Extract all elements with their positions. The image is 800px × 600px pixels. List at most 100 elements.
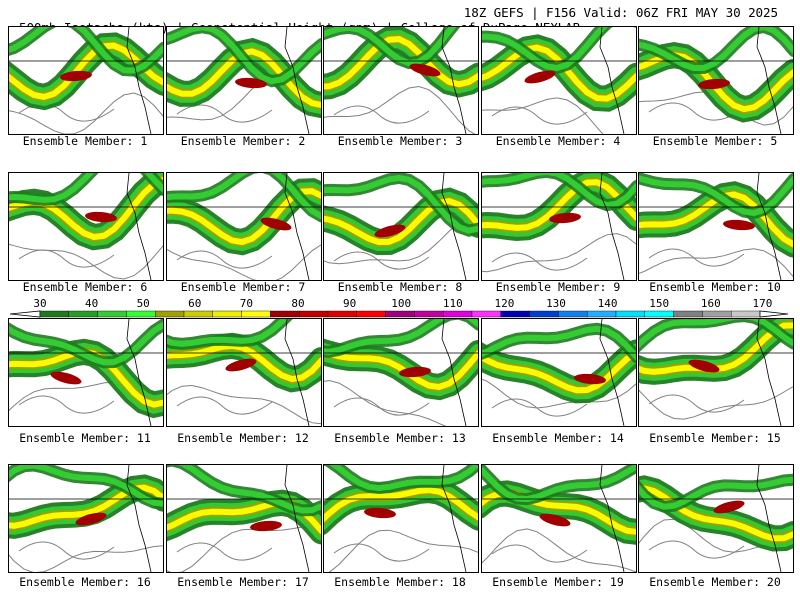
colorbar-swatch <box>39 310 69 318</box>
isotach-map-15 <box>639 319 793 426</box>
isotach-map-12 <box>167 319 321 426</box>
jet-max <box>688 359 720 373</box>
colorbar-swatch <box>97 310 127 318</box>
coastline <box>9 465 163 572</box>
ensemble-member-label: Ensemble Member: 3 <box>337 134 463 148</box>
colorbar-swatch <box>471 310 501 318</box>
isotach-band <box>167 27 321 88</box>
isotach-band <box>324 27 457 67</box>
coastline <box>167 173 321 280</box>
jet-max <box>524 70 556 84</box>
isotach-map-19 <box>482 465 636 572</box>
colorbar-swatch <box>615 310 645 318</box>
isotach-band <box>482 465 636 503</box>
ensemble-panel-17 <box>166 464 322 573</box>
height-contour <box>167 244 321 280</box>
ensemble-panel-7 <box>166 172 322 281</box>
ensemble-panel-12 <box>166 318 322 427</box>
ensemble-member-label: Ensemble Member: 20 <box>649 575 781 589</box>
jet-max <box>235 77 267 89</box>
coastline <box>9 27 163 134</box>
height-contour <box>333 105 430 124</box>
colorbar-tick-label: 140 <box>597 297 618 310</box>
jet-max <box>713 500 745 514</box>
height-contour <box>9 92 163 134</box>
ensemble-panel-1 <box>8 26 164 135</box>
coastline <box>639 319 793 426</box>
isotach-band <box>9 173 163 203</box>
ensemble-panel-15 <box>638 318 794 427</box>
isotach-band <box>482 173 636 209</box>
colorbar-swatch <box>443 310 473 318</box>
colorbar-tick-label: 80 <box>291 297 305 310</box>
map-header: 500mb Isotachs (kts) | Geopotential Heig… <box>4 5 796 35</box>
colorbar-tick-label: 150 <box>649 297 670 310</box>
isotach-map-18 <box>324 465 478 572</box>
colorbar-swatch <box>385 310 415 318</box>
ensemble-member-label: Ensemble Member: 12 <box>177 431 309 445</box>
isotach-map-16 <box>9 465 163 572</box>
height-contour <box>18 541 115 560</box>
colorbar-swatch <box>126 310 156 318</box>
height-contour <box>176 542 273 561</box>
ensemble-member-label: Ensemble Member: 13 <box>334 431 466 445</box>
height-contour <box>176 250 273 269</box>
colorbar-swatch <box>68 310 98 318</box>
height-contour <box>333 251 430 270</box>
isotach-band <box>639 191 793 248</box>
ensemble-member-label: Ensemble Member: 11 <box>19 431 151 445</box>
coastline <box>482 319 636 426</box>
colorbar-swatch <box>356 310 386 318</box>
isotach-band <box>482 179 636 231</box>
isotach-band <box>482 27 608 72</box>
ensemble-panel-20 <box>638 464 794 573</box>
ensemble-panel-13 <box>323 318 479 427</box>
header-valid-time: 18Z GEFS | F156 Valid: 06Z FRI MAY 30 20… <box>463 5 778 20</box>
colorbar-swatch <box>154 310 185 318</box>
colorbar-tick-label: 160 <box>700 297 721 310</box>
isotach-band <box>324 319 478 355</box>
colorbar-swatch <box>241 310 271 318</box>
ensemble-member-label: Ensemble Member: 5 <box>652 134 778 148</box>
colorbar-tick-label: 70 <box>239 297 254 310</box>
ensemble-member-label: Ensemble Member: 7 <box>180 280 306 294</box>
colorbar-tick-label: 170 <box>752 297 773 310</box>
isotach-map-3 <box>324 27 478 134</box>
height-contour <box>482 97 604 134</box>
colorbar-swatch <box>299 310 329 318</box>
coastline <box>482 173 636 280</box>
isotach-map-2 <box>167 27 321 134</box>
colorbar-tick-label: 100 <box>391 297 412 310</box>
jet-max <box>539 513 571 527</box>
colorbar-swatch <box>183 310 213 318</box>
height-contour <box>167 525 321 572</box>
ensemble-panel-10 <box>638 172 794 281</box>
colorbar-tick-label: 130 <box>546 297 566 310</box>
coastline <box>167 319 321 426</box>
jet-max <box>75 512 107 526</box>
isotach-map-1 <box>9 27 163 134</box>
colorbar-swatch <box>587 310 617 318</box>
isotach-band <box>329 465 478 492</box>
isotach-map-7 <box>167 173 321 280</box>
jet-max <box>85 211 117 223</box>
height-contour <box>491 398 588 417</box>
colorbar-tick-label: 90 <box>342 297 357 310</box>
ensemble-member-label: Ensemble Member: 2 <box>180 134 306 148</box>
height-contour <box>9 243 163 280</box>
jet-max <box>250 520 282 532</box>
ensemble-panel-16 <box>8 464 164 573</box>
isotach-band <box>324 36 478 90</box>
colorbar-swatch <box>500 310 530 318</box>
ensemble-member-label: Ensemble Member: 8 <box>337 280 463 294</box>
height-contour <box>333 397 430 416</box>
isotach-map-6 <box>9 173 163 280</box>
ensemble-panel-6 <box>8 172 164 281</box>
coastline <box>167 27 321 134</box>
jet-max <box>60 70 92 82</box>
isotach-map-20 <box>639 465 793 572</box>
jet-max <box>549 212 581 224</box>
height-contour <box>328 529 478 572</box>
colorbar-tick-label: 60 <box>188 297 202 310</box>
isotach-band <box>9 173 163 247</box>
